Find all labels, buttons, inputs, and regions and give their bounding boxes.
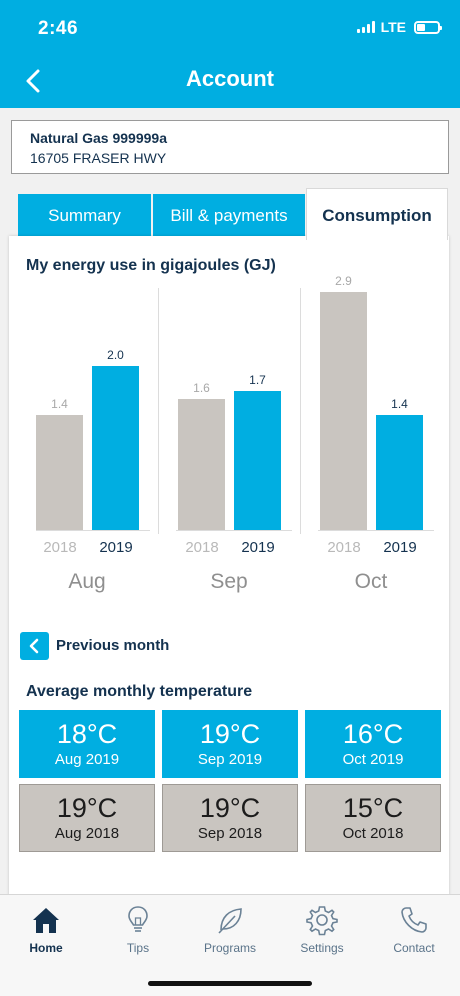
bar-value-label: 1.6	[193, 381, 210, 395]
lightbulb-icon	[128, 906, 148, 932]
nav-item-programs[interactable]: Programs	[184, 903, 276, 963]
nav-item-settings[interactable]: Settings	[276, 903, 368, 963]
temperature-value: 16°C	[342, 719, 404, 749]
temperature-label: Oct 2018	[342, 825, 404, 842]
temperature-label: Aug 2018	[54, 825, 120, 842]
month-label: Aug	[68, 570, 106, 593]
nav-item-contact[interactable]: Contact	[368, 903, 460, 963]
temperature-value: 19°C	[199, 719, 261, 749]
chevron-left-icon	[26, 69, 40, 93]
home-indicator	[148, 981, 312, 986]
temperature-value: 18°C	[56, 719, 118, 749]
nav-label: Tips	[126, 941, 150, 955]
year-label: 2019	[383, 539, 417, 556]
year-label: 2018	[327, 539, 361, 556]
previous-month-button[interactable]	[20, 632, 49, 660]
column-divider	[300, 288, 301, 534]
temperature-value: 19°C	[56, 793, 118, 823]
tab-bill-payments[interactable]: Bill & payments	[153, 194, 305, 238]
chart-baseline	[176, 530, 292, 531]
bar-value-label: 1.4	[51, 397, 68, 411]
nav-label: Home	[29, 941, 63, 955]
nav-item-tips[interactable]: Tips	[92, 903, 184, 963]
temperature-title: Average monthly temperature	[26, 683, 253, 700]
account-address: 16705 FRASER HWY	[30, 150, 167, 166]
app-header: 2:46 LTE Account	[0, 0, 460, 108]
status-time: 2:46	[38, 18, 79, 39]
phone-icon	[401, 907, 427, 933]
bar-sep-2019	[234, 391, 281, 530]
chart-baseline	[318, 530, 434, 531]
status-indicators: LTE	[356, 19, 442, 35]
temperature-value: 19°C	[199, 793, 261, 823]
bar-oct-2019	[376, 415, 423, 530]
chart-baseline	[36, 530, 150, 531]
nav-label: Contact	[393, 941, 435, 955]
back-button[interactable]	[22, 66, 46, 96]
year-label: 2019	[241, 539, 275, 556]
bar-value-label: 1.7	[249, 373, 266, 387]
tab-summary[interactable]: Summary	[18, 194, 151, 238]
temperature-current-oct: 16°C Oct 2019	[305, 710, 441, 778]
chevron-left-icon	[29, 638, 39, 654]
bar-sep-2018	[178, 399, 225, 530]
month-label: Oct	[354, 570, 388, 593]
temperature-current-sep: 19°C Sep 2019	[162, 710, 298, 778]
temperature-label: Aug 2019	[54, 751, 120, 768]
account-selector[interactable]: Natural Gas 999999a 16705 FRASER HWY	[11, 120, 449, 174]
temperature-previous-sep: 19°C Sep 2018	[162, 784, 298, 852]
month-label: Sep	[210, 570, 248, 593]
bar-aug-2018	[36, 415, 83, 530]
column-divider	[158, 288, 159, 534]
bar-value-label: 2.9	[335, 274, 352, 288]
year-label: 2018	[43, 539, 77, 556]
previous-month-link[interactable]: Previous month	[56, 637, 170, 654]
bar-oct-2018	[320, 292, 367, 530]
temperature-label: Sep 2018	[197, 825, 263, 842]
battery-icon	[414, 20, 442, 34]
temperature-label: Oct 2019	[342, 751, 404, 768]
temperature-current-aug: 18°C Aug 2019	[19, 710, 155, 778]
temperature-label: Sep 2019	[197, 751, 263, 768]
signal-icon	[356, 21, 375, 33]
bar-value-label: 1.4	[391, 397, 408, 411]
network-label: LTE	[380, 19, 406, 35]
nav-label: Programs	[203, 941, 256, 955]
energy-chart: 1.4 2018 2.0 2019 Aug 1.6 2018 1.7 2019 Sep 2.9 201…	[18, 274, 442, 610]
tab-consumption[interactable]: Consumption	[306, 188, 448, 240]
temperature-value: 15°C	[342, 793, 404, 823]
account-name: Natural Gas 999999a	[30, 130, 167, 146]
gear-icon	[306, 906, 338, 936]
temperature-previous-oct: 15°C Oct 2018	[305, 784, 441, 852]
leaf-icon	[218, 908, 242, 934]
temperature-previous-aug: 19°C Aug 2018	[19, 784, 155, 852]
year-label: 2018	[185, 539, 219, 556]
year-label: 2019	[99, 539, 133, 556]
page-title: Account	[186, 66, 274, 91]
bottom-navigation: Home Tips Programs Settings Contact	[0, 894, 460, 996]
nav-item-home[interactable]: Home	[0, 903, 92, 963]
nav-label: Settings	[300, 941, 344, 955]
chart-title: My energy use in gigajoules (GJ)	[26, 257, 276, 274]
bar-value-label: 2.0	[107, 348, 124, 362]
bar-aug-2019	[92, 366, 139, 530]
home-icon	[33, 908, 59, 933]
